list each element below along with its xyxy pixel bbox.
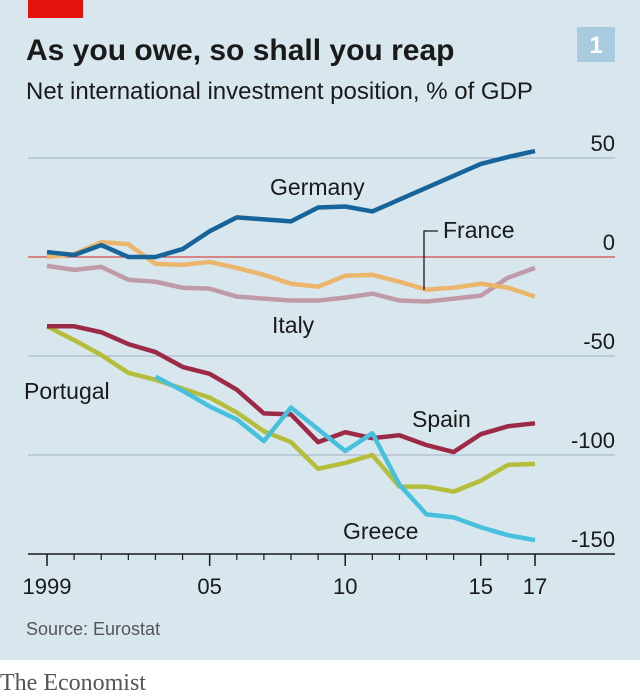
y-tick-label: 0 [603,230,615,255]
x-tick-label: 15 [469,574,493,599]
publisher: The Economist [0,670,146,696]
y-tick-label: 50 [591,131,615,156]
series-label: Germany [270,174,365,200]
source: Source: Eurostat [26,619,160,639]
x-tick-label: 1999 [23,574,72,599]
y-tick-label: -150 [571,527,615,552]
series-label: France [443,217,515,243]
x-tick-label: 10 [333,574,357,599]
red-tab [28,0,83,18]
series-label: Spain [412,406,471,432]
y-tick-label: -100 [571,428,615,453]
x-tick-label: 05 [197,574,221,599]
chart-number-box [577,27,615,62]
background [0,0,640,660]
x-tick-label: 17 [523,574,547,599]
line [154,374,536,543]
line [46,239,536,299]
line [47,324,536,455]
series-label: Italy [272,312,315,338]
line [46,148,536,260]
chart-number: 1 [589,32,602,59]
chart-title: As you owe, so shall you reap [26,34,454,67]
y-tick-label: -50 [583,329,615,354]
series-label: Portugal [24,378,110,404]
leader-line [423,230,438,290]
chart-subtitle: Net international investment position, %… [26,78,533,105]
series-label: Greece [343,518,418,544]
line [46,263,536,304]
line [45,324,536,494]
